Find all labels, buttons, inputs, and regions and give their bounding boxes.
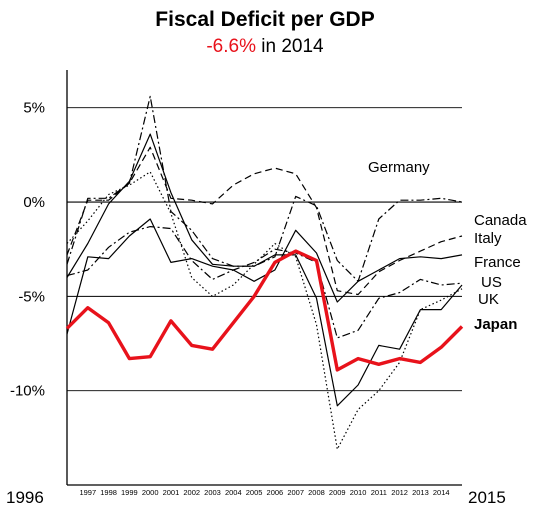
chart-title: Fiscal Deficit per GDP (155, 8, 374, 31)
series-line-japan (65, 249, 464, 372)
x-tick-label: 2002 (183, 488, 200, 497)
series-label-canada: Canada (474, 212, 527, 229)
x-tick-label: 2012 (391, 488, 408, 497)
chart-subtitle: -6.6% in 2014 (206, 36, 324, 57)
x-tick-label: 2007 (287, 488, 304, 497)
x-tick-label: 2008 (308, 488, 325, 497)
y-tick-label: -5% (18, 288, 45, 305)
x-tick-label: 1997 (79, 488, 96, 497)
x-start-label: 1996 (6, 488, 44, 507)
x-tick-label: 2004 (225, 488, 242, 497)
series-line-uk (66, 133, 463, 407)
x-tick-labels: 1997 1998 1999 2000 2001 2002 2003 2004 2005 2006… (79, 488, 449, 497)
x-tick-label: 2010 (350, 488, 367, 497)
y-tick-label: -10% (10, 383, 45, 400)
series-line-france (66, 226, 463, 339)
series-label-france: France (474, 254, 521, 271)
x-tick-label: 2000 (142, 488, 159, 497)
series-label-japan: Japan (474, 316, 517, 333)
x-tick-label: 1999 (121, 488, 138, 497)
x-tick-label: 1998 (100, 488, 117, 497)
y-tick-labels: 5% 0% -5% -10% (10, 100, 45, 400)
series-label-italy: Italy (474, 230, 502, 247)
x-tick-label: 2005 (246, 488, 263, 497)
y-tick-label: 0% (23, 194, 45, 211)
subtitle-text: in 2014 (256, 36, 324, 57)
y-tick-label: 5% (23, 100, 45, 117)
series-line-germany (66, 95, 463, 282)
x-tick-label: 2009 (329, 488, 346, 497)
gridlines (67, 107, 462, 392)
x-tick-label: 2013 (412, 488, 429, 497)
series-label-us: US (481, 274, 502, 291)
subtitle-value: -6.6% (206, 36, 256, 57)
x-tick-label: 2006 (267, 488, 284, 497)
series-lines (65, 95, 464, 450)
series-line-us (66, 171, 463, 450)
series-label-germany: Germany (368, 159, 430, 176)
series-label-uk: UK (478, 291, 499, 308)
x-tick-label: 2003 (204, 488, 221, 497)
x-tick-label: 2014 (433, 488, 450, 497)
x-tick-label: 2011 (371, 488, 387, 497)
series-line-canada (66, 146, 463, 296)
x-tick-label: 2001 (163, 488, 180, 497)
x-end-label: 2015 (468, 488, 506, 507)
series-line-italy (66, 218, 463, 335)
